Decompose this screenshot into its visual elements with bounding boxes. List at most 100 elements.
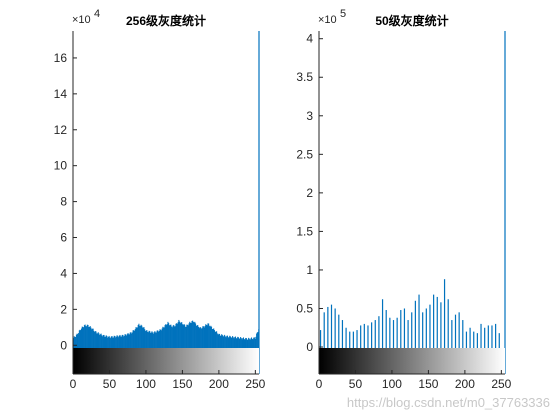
y-tick-label: 0 — [60, 338, 67, 352]
histogram-bar — [173, 326, 176, 348]
histogram-bar — [171, 326, 173, 348]
watermark: https://blog.csdn.net/m0_37763336 — [346, 395, 550, 410]
histogram-bar — [136, 327, 138, 348]
histogram-bar — [206, 325, 208, 348]
histogram-bar — [400, 310, 402, 348]
x-tick-label: 100 — [382, 377, 402, 391]
histogram-bar — [209, 326, 211, 348]
histogram-bar — [155, 332, 157, 348]
x-tick-label: 200 — [209, 377, 229, 391]
x-tick-label: 0 — [316, 377, 323, 391]
grayscale-colorbar — [319, 348, 505, 374]
histogram-bar — [84, 324, 86, 348]
histogram-bar — [214, 331, 216, 348]
histogram-bar — [227, 335, 229, 348]
histogram-bar — [94, 331, 96, 348]
grayscale-colorbar — [73, 348, 259, 374]
histogram-bar — [396, 317, 398, 348]
histogram-bar — [248, 338, 250, 348]
histogram-bar — [237, 336, 239, 348]
histogram-bar — [228, 337, 230, 348]
histogram-bar — [80, 330, 82, 348]
histogram-bar — [229, 336, 231, 348]
histogram-bar — [180, 322, 182, 348]
histogram-bar — [80, 328, 83, 348]
histogram-bar — [119, 334, 121, 348]
histogram-bar — [133, 330, 135, 348]
histogram-bar — [138, 323, 140, 348]
histogram-bar — [251, 337, 253, 348]
histogram-bar — [251, 338, 253, 348]
histogram-bar — [147, 331, 149, 348]
histogram-bar — [360, 325, 362, 348]
y-tick-label: 12 — [54, 123, 68, 137]
histogram-bar — [196, 325, 198, 348]
histogram-bar — [139, 325, 141, 348]
histogram-bar — [491, 325, 493, 348]
histogram-bar — [443, 279, 446, 348]
histogram-bar — [173, 324, 175, 348]
histogram-50-axes: 00.511.522.533.54 0 50 100 150 200 250 ×10 5 … — [296, 8, 511, 391]
histogram-bar — [224, 334, 226, 348]
histogram-bar — [127, 333, 129, 348]
histogram-bar — [144, 329, 146, 348]
histogram-bar — [168, 325, 170, 348]
histogram-bar — [155, 332, 157, 348]
histogram-bar — [197, 326, 199, 348]
histogram-bar — [153, 332, 155, 348]
y-ticks: 0 0.5 1 1.5 2 2.5 3 3.5 4 — [296, 32, 323, 354]
y-tick-label: 1.5 — [296, 224, 313, 238]
histogram-bar — [95, 331, 97, 348]
x-tick-label: 150 — [172, 377, 192, 391]
histogram-bar — [86, 324, 88, 348]
histogram-bar — [411, 312, 413, 348]
histogram-bar — [74, 336, 76, 348]
y-multiplier: ×10 — [318, 14, 337, 26]
histogram-bar — [334, 308, 336, 348]
histogram-bar — [87, 324, 89, 348]
histogram-bar — [255, 336, 257, 348]
histogram-bar — [179, 321, 181, 348]
histogram-bar — [96, 333, 98, 348]
histogram-bar — [385, 310, 387, 348]
histogram-bar — [123, 336, 125, 348]
histogram-bar — [122, 334, 124, 348]
histogram-bar — [167, 321, 169, 348]
histogram-bar — [176, 323, 178, 348]
histogram-bar — [130, 332, 132, 348]
histogram-bar — [182, 325, 184, 348]
histogram-bar — [244, 339, 246, 348]
histogram-bar — [189, 321, 191, 348]
histogram-bar — [158, 331, 160, 348]
histogram-bar — [462, 320, 464, 348]
histogram-bar — [240, 338, 242, 348]
histogram-bar — [200, 327, 202, 348]
histogram-bar — [179, 323, 181, 348]
histogram-bar — [356, 330, 358, 348]
histogram-bar — [162, 326, 164, 348]
histogram-bar — [81, 326, 83, 348]
histogram-bar — [207, 323, 209, 348]
histogram-bar — [107, 337, 109, 348]
histogram-bar — [223, 335, 225, 348]
histogram-bar — [134, 329, 136, 348]
histogram-bar — [330, 304, 333, 348]
histogram-bar — [199, 327, 201, 348]
histogram-bar — [163, 327, 165, 348]
histogram-bar — [371, 322, 373, 348]
histogram-bar — [243, 339, 245, 348]
histogram-bar — [225, 337, 227, 348]
histogram-bar — [319, 330, 322, 348]
histogram-bar — [169, 325, 171, 348]
histogram-bar — [178, 319, 180, 348]
histogram-bar — [236, 338, 238, 348]
histogram-bar — [418, 294, 420, 348]
histogram-bar — [476, 333, 478, 348]
histogram-bar — [146, 330, 148, 348]
histogram-bar — [323, 312, 325, 348]
histogram-256-axes: 0 2 4 6 8 10 12 14 16 0 50 100 150 200 250 ×10 4 256级… — [54, 8, 266, 391]
histogram-bar — [208, 323, 210, 348]
histogram-bar — [186, 324, 188, 348]
histogram-bar — [367, 325, 369, 348]
histogram-bar — [91, 329, 93, 348]
